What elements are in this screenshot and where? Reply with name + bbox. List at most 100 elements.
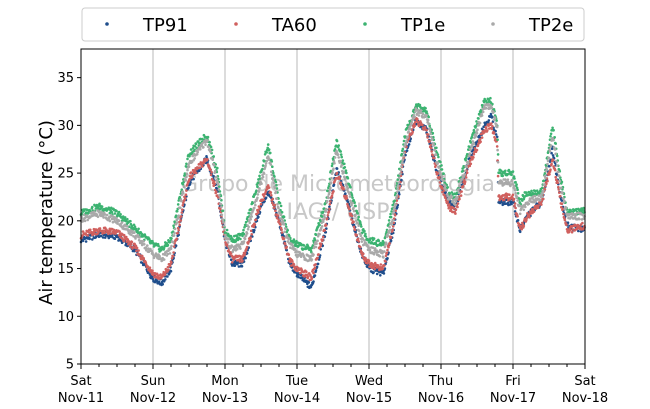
data-point [249, 229, 253, 233]
data-point [474, 134, 478, 138]
data-point [361, 255, 365, 259]
data-point [171, 240, 175, 244]
data-point [202, 162, 205, 165]
data-point [325, 207, 328, 211]
data-point [546, 159, 550, 162]
series-group [79, 96, 586, 290]
data-point [508, 193, 511, 196]
data-point [515, 183, 518, 186]
data-point [258, 177, 262, 180]
data-point [224, 233, 227, 237]
data-point [516, 219, 520, 222]
data-point [201, 137, 204, 141]
data-point [433, 156, 436, 160]
data-point [401, 147, 405, 151]
data-point [431, 131, 435, 135]
data-point [397, 181, 401, 184]
data-point [167, 268, 170, 272]
data-point [132, 245, 135, 249]
data-point [492, 132, 496, 135]
data-point [476, 144, 480, 147]
data-point [86, 218, 89, 222]
data-point [134, 237, 137, 240]
data-point [249, 217, 252, 221]
data-point [98, 227, 102, 230]
data-point [402, 154, 405, 158]
data-point [510, 178, 514, 182]
data-point [270, 173, 274, 177]
data-point [317, 253, 320, 256]
data-point [340, 155, 344, 159]
data-point [468, 164, 472, 168]
data-point [220, 213, 224, 217]
data-point [229, 258, 233, 262]
data-point [315, 242, 318, 246]
data-point [236, 247, 239, 251]
data-point [539, 198, 542, 202]
data-point [546, 162, 549, 166]
data-point [353, 201, 356, 204]
data-point [542, 197, 545, 201]
data-point [315, 265, 319, 269]
data-point [138, 254, 142, 257]
data-point [525, 218, 528, 222]
data-point [299, 271, 302, 275]
data-point [221, 209, 225, 212]
data-point [463, 173, 467, 176]
data-point [166, 275, 169, 278]
x-tick-label-date: Nov-15 [346, 391, 392, 406]
data-point [342, 170, 346, 174]
data-point [400, 165, 403, 168]
data-point [193, 145, 197, 148]
data-point [461, 169, 465, 173]
data-point [328, 188, 332, 192]
data-point [208, 140, 211, 144]
legend-label: TP1e [400, 15, 445, 36]
data-point [319, 242, 323, 246]
data-point [326, 199, 329, 203]
data-point [271, 197, 275, 201]
data-point [297, 275, 300, 279]
data-point [108, 211, 112, 215]
data-point [378, 254, 382, 258]
data-point [550, 147, 554, 151]
data-point [310, 258, 314, 261]
data-point [574, 224, 577, 227]
data-point [351, 201, 354, 205]
data-point [195, 153, 199, 156]
data-point [173, 231, 176, 235]
data-point [335, 171, 339, 175]
data-point [191, 174, 194, 177]
data-point [283, 242, 287, 246]
data-point [446, 186, 450, 189]
data-point [468, 154, 471, 158]
data-point [357, 240, 361, 243]
data-point [550, 162, 553, 166]
data-point [128, 225, 131, 228]
data-point [272, 171, 275, 175]
data-point [172, 251, 175, 254]
data-point [354, 204, 357, 208]
data-point [258, 206, 262, 210]
data-point [253, 206, 256, 210]
data-point [133, 225, 137, 228]
data-point [120, 221, 124, 224]
x-tick-label-date: Nov-16 [418, 391, 464, 406]
data-point [416, 120, 420, 124]
data-point [504, 202, 507, 205]
data-point [561, 191, 564, 195]
data-point [425, 110, 428, 113]
data-point [470, 145, 474, 148]
data-point [424, 107, 427, 110]
data-point [115, 209, 118, 213]
data-point [267, 148, 271, 151]
data-point [256, 185, 259, 189]
data-point [573, 215, 577, 219]
data-point [356, 237, 360, 241]
data-point [332, 190, 335, 193]
data-point [443, 184, 447, 188]
data-point [93, 210, 96, 213]
data-point [367, 259, 371, 263]
data-point [166, 265, 170, 269]
x-tick-label-day: Tue [285, 374, 308, 389]
